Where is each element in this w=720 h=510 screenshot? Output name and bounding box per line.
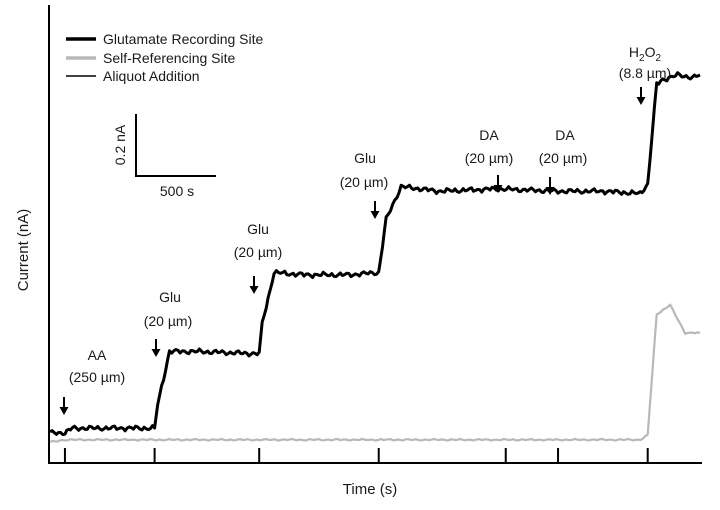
- legend: Glutamate Recording Site Self-Referencin…: [66, 31, 264, 84]
- arrow-down-icon: [59, 397, 69, 415]
- arrow-down-icon: [249, 276, 259, 294]
- annotation-concentration: (250 µm): [69, 369, 125, 385]
- annotation-concentration: (20 µm): [234, 244, 283, 260]
- annotation-name: H2O2: [629, 44, 662, 64]
- annotation-concentration: (20 µm): [465, 150, 514, 166]
- arrow-down-icon: [636, 87, 646, 105]
- annotation-name: Glu: [247, 221, 269, 237]
- annotation-da-2: DA (20 µm): [539, 127, 588, 195]
- series-line-self-referencing: [49, 303, 701, 443]
- legend-label-glutamate: Glutamate Recording Site: [103, 31, 264, 47]
- annotation-glu-3: Glu (20 µm): [340, 150, 389, 219]
- series-line-glutamate: [49, 71, 701, 437]
- annotation-glu-2: Glu (20 µm): [234, 221, 283, 294]
- scale-bar-current-label: 0.2 nA: [112, 124, 128, 165]
- annotation-name: AA: [88, 347, 107, 363]
- x-axis-label: Time (s): [343, 481, 397, 498]
- arrow-down-icon: [545, 177, 555, 195]
- annotation-concentration: (20 µm): [539, 150, 588, 166]
- arrow-down-icon: [151, 339, 161, 357]
- legend-label-self-referencing: Self-Referencing Site: [103, 50, 236, 66]
- y-axis-label: Current (nA): [15, 209, 32, 292]
- legend-label-aliquot: Aliquot Addition: [103, 68, 200, 84]
- annotation-da-1: DA (20 µm): [465, 127, 514, 193]
- annotation-concentration: (8.8 µm): [619, 65, 671, 81]
- annotation-aa: AA (250 µm): [59, 347, 125, 415]
- annotation-name: Glu: [159, 289, 181, 305]
- annotation-concentration: (20 µm): [340, 174, 389, 190]
- annotation-glu-1: Glu (20 µm): [144, 289, 193, 357]
- arrow-down-icon: [493, 175, 503, 193]
- annotation-name: DA: [555, 127, 575, 143]
- annotation-name: Glu: [354, 150, 376, 166]
- x-ticks: [63, 448, 649, 463]
- annotation-h2o2: H2O2 (8.8 µm): [619, 44, 671, 105]
- scale-bar: 0.2 nA 500 s: [112, 114, 216, 199]
- annotation-concentration: (20 µm): [144, 313, 193, 329]
- annotation-name: DA: [479, 127, 499, 143]
- arrow-down-icon: [370, 201, 380, 219]
- scale-bar-time-label: 500 s: [160, 183, 194, 199]
